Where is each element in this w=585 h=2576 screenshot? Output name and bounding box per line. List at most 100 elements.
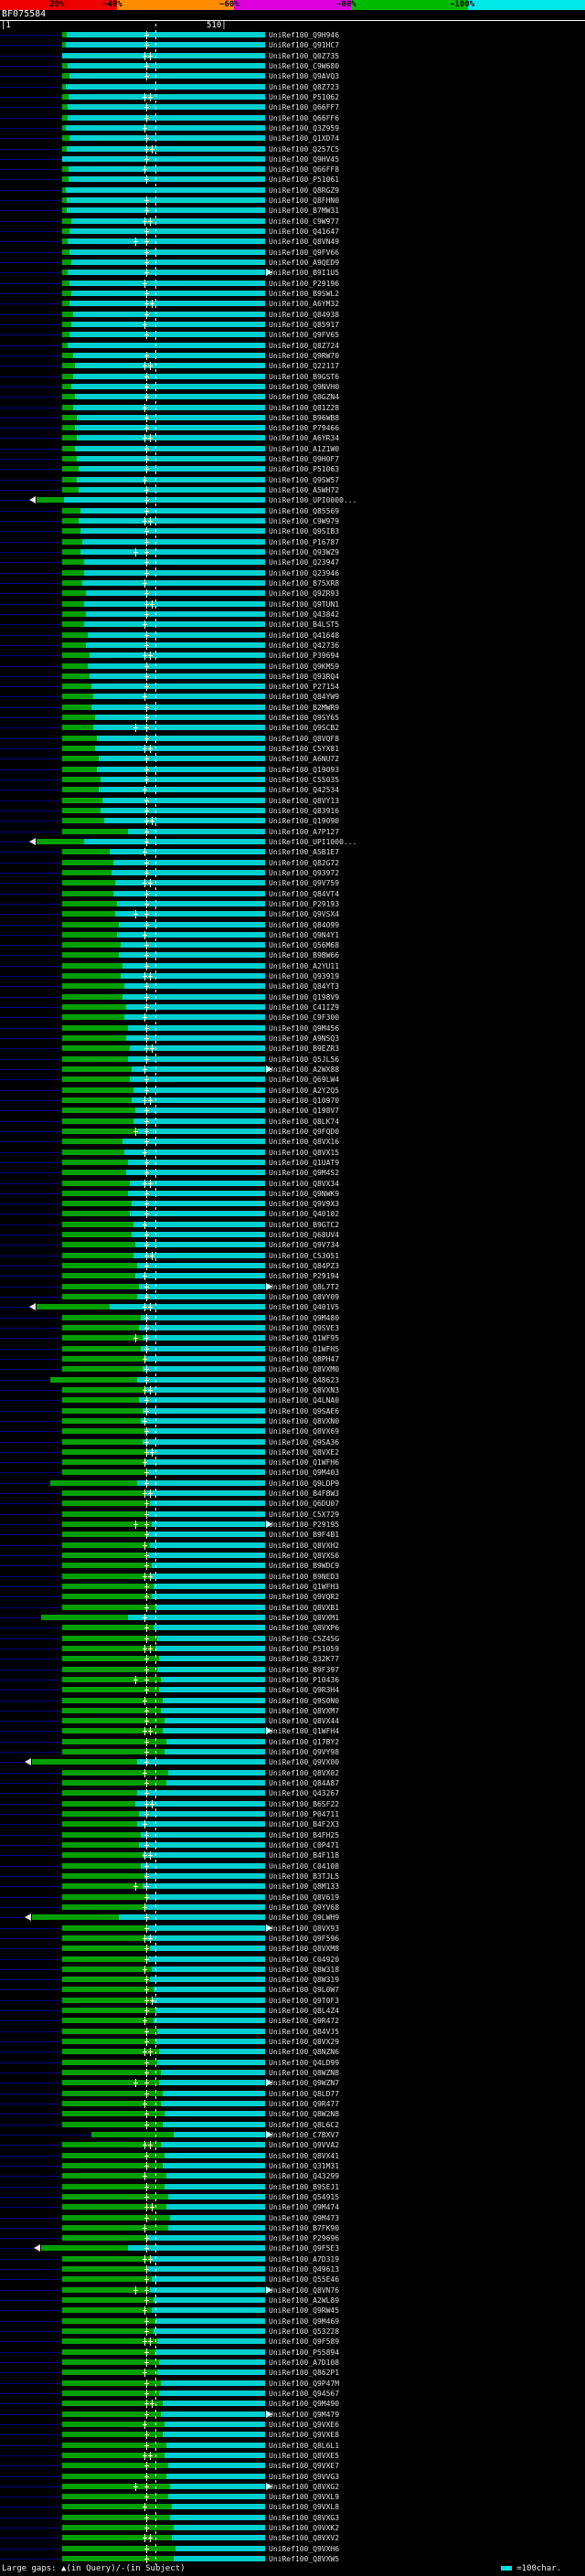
hit-row: UniRef100_Q8VXS6: [0, 1551, 585, 1561]
hit-label: UniRef100_Q1XD74: [269, 134, 340, 143]
hit-row: UniRef100_A7P127: [0, 827, 585, 837]
hit-row: UniRef100_Q8L6C2: [0, 2120, 585, 2130]
gap-marker-icon: [148, 362, 153, 371]
subject-extends-right-arrow-icon: [266, 1924, 272, 1932]
segment-high-identity: [115, 880, 265, 886]
hit-label: UniRef100_A7P127: [269, 827, 340, 836]
segment-high-identity: [75, 394, 265, 400]
segment-lower-identity: [62, 2535, 172, 2541]
hit-row: UniRef100_Q8VX02: [0, 1768, 585, 1778]
hit-row: UniRef100_Q8Z723: [0, 82, 585, 92]
hit-row: UniRef100_Q8L7T2: [0, 1282, 585, 1292]
segment-high-identity: [128, 1159, 265, 1165]
segment-lower-identity: [62, 93, 69, 100]
hit-row: UniRef100_Q9F589: [0, 2337, 585, 2347]
hit-row: UniRef100_Q8VX34: [0, 1179, 585, 1189]
segment-lower-identity: [62, 1852, 143, 1859]
segment-lower-identity: [62, 1728, 163, 1734]
gap-marker-icon: [143, 92, 147, 101]
segment-high-identity: [71, 260, 265, 266]
gap-marker-icon: [144, 1138, 149, 1147]
segment-lower-identity: [62, 569, 84, 576]
segment-lower-identity: [62, 1790, 137, 1797]
gap-marker-icon: [144, 228, 149, 237]
subject-extends-right-arrow-icon: [266, 2482, 272, 2490]
segment-high-identity: [124, 1149, 265, 1155]
segment-high-identity: [66, 124, 265, 131]
segment-high-identity: [166, 2473, 265, 2479]
hit-row: UniRef100_Q94567: [0, 2389, 585, 2399]
segment-lower-identity: [62, 1035, 126, 1042]
segment-lower-identity: [62, 2018, 154, 2024]
hit-row: UniRef100_Q9T0F3: [0, 1996, 585, 2006]
segment-lower-identity: [62, 1749, 165, 1755]
segment-lower-identity: [62, 1687, 159, 1693]
hit-label: UniRef100_A6YM32: [269, 300, 340, 309]
gap-marker-icon: [150, 1799, 154, 1808]
segment-high-identity: [166, 1780, 265, 1786]
gap-marker-icon: [143, 1458, 147, 1468]
segment-lower-identity: [62, 828, 128, 834]
segment-lower-identity: [62, 673, 90, 679]
hit-row: UniRef100_A9QED9: [0, 258, 585, 268]
hit-label: UniRef100_Q84VJ5: [269, 2027, 340, 2036]
hit-label: UniRef100_P04711: [269, 1810, 340, 1819]
segment-lower-identity: [62, 787, 99, 793]
segment-high-identity: [93, 694, 265, 700]
segment-lower-identity: [62, 114, 68, 121]
hit-label: UniRef100_Q40102: [269, 1210, 340, 1219]
segment-lower-identity: [62, 704, 91, 710]
hit-row: UniRef100_Q43267: [0, 1788, 585, 1798]
segment-high-identity: [159, 2080, 265, 2086]
segment-high-identity: [172, 2535, 265, 2541]
segment-high-identity: [148, 1924, 265, 1931]
gap-marker-icon: [144, 1789, 149, 1798]
hit-row: UniRef100_B9F397: [0, 1665, 585, 1675]
segment-lower-identity: [62, 538, 82, 545]
segment-lower-identity: [62, 1314, 141, 1320]
hit-row: UniRef100_P39694: [0, 651, 585, 661]
segment-high-identity: [168, 2193, 265, 2200]
hit-row: UniRef100_Q1WFH3: [0, 1582, 585, 1592]
gap-marker-icon: [133, 548, 138, 557]
segment-high-identity: [152, 1563, 265, 1569]
hit-row: UniRef100_Q8VY13: [0, 796, 585, 806]
gap-marker-icon: [148, 2254, 153, 2263]
hit-label: UniRef100_B2MWR9: [269, 703, 340, 712]
segment-high-identity: [69, 280, 265, 286]
hit-row: UniRef100_Q8L4Z4: [0, 2006, 585, 2016]
hit-row: UniRef100_Q8VXN3: [0, 1385, 585, 1395]
hit-row: UniRef100_Q1WFH5: [0, 1344, 585, 1354]
hit-label: UniRef100_Q8VXM8: [269, 1945, 340, 1954]
gap-marker-icon: [144, 31, 149, 39]
segment-lower-identity: [62, 2101, 161, 2106]
hit-label: UniRef100_Q8VX41: [269, 2151, 340, 2160]
hit-label: UniRef100_Q9NVH0: [269, 382, 340, 391]
hit-label: UniRef100_Q8VQF8: [269, 734, 340, 743]
segment-high-identity: [137, 1376, 265, 1383]
hit-row: UniRef100_B9SWL2: [0, 289, 585, 299]
hit-label: UniRef100_Q19093: [269, 765, 340, 774]
gap-marker-icon: [143, 972, 147, 981]
segment-high-identity: [146, 1893, 265, 1900]
segment-high-identity: [172, 2504, 265, 2510]
segment-lower-identity: [62, 2255, 150, 2262]
segment-lower-identity: [62, 2266, 148, 2273]
segment-high-identity: [121, 973, 265, 980]
gap-marker-icon: [144, 290, 149, 298]
hit-label: UniRef100_Q9SY65: [269, 714, 340, 723]
segment-lower-identity: [62, 487, 79, 493]
gap-marker-icon: [143, 2451, 147, 2460]
hit-row: UniRef100_Q66FF8: [0, 164, 585, 175]
hit-label: UniRef100_Q53228: [269, 2327, 340, 2337]
hit-label: UniRef100_Q8GZN4: [269, 393, 340, 402]
segment-lower-identity: [62, 311, 73, 317]
hit-row: UniRef100_A6YR34: [0, 433, 585, 443]
gap-marker-icon: [143, 2172, 147, 2181]
segment-lower-identity: [62, 528, 80, 535]
hit-label: UniRef100_P51059: [269, 1644, 340, 1653]
gap-marker-icon: [150, 599, 154, 609]
hit-label: UniRef100_B9SEJ1: [269, 2182, 340, 2191]
segment-lower-identity: [62, 859, 113, 865]
segment-high-identity: [154, 2018, 265, 2024]
